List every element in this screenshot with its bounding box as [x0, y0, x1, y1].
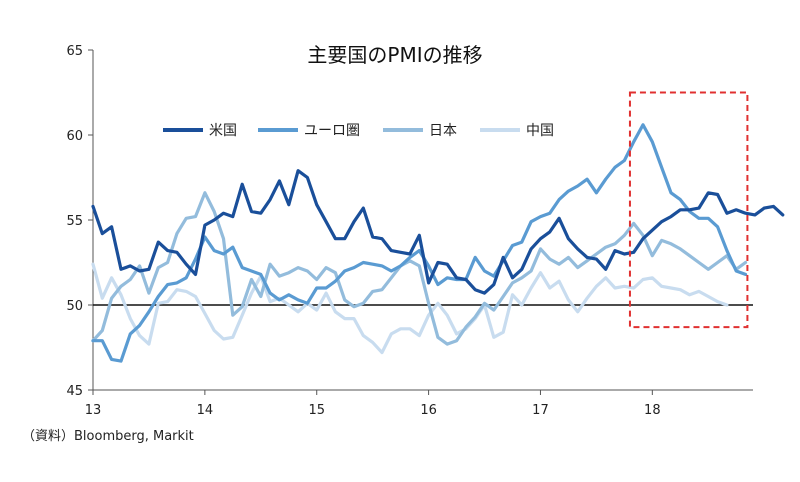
- x-tick-label: 14: [197, 403, 214, 418]
- series-line-2: [91, 191, 748, 346]
- x-tick-label: 17: [532, 403, 549, 418]
- y-tick-label: 60: [66, 129, 83, 144]
- series-line-3: [91, 262, 729, 355]
- x-tick-label: 13: [85, 403, 102, 418]
- legend-label-0: 米国: [209, 123, 237, 139]
- source-note: （資料）Bloomberg, Markit: [22, 429, 194, 444]
- legend-label-2: 日本: [429, 123, 457, 139]
- highlight-box: [628, 91, 749, 329]
- y-tick-label: 55: [66, 214, 83, 229]
- x-tick-label: 16: [420, 403, 437, 418]
- y-tick-label: 65: [66, 44, 83, 59]
- y-tick-label: 45: [66, 384, 83, 399]
- legend-label-3: 中国: [526, 123, 554, 139]
- pmi-line-chart: 主要国のPMIの推移 45 50 55 60 65 13 14 15 16 17 18 米国 ユーロ圏…: [66, 43, 785, 418]
- legend: 米国 ユーロ圏 日本 中国: [163, 123, 554, 139]
- chart-title: 主要国のPMIの推移: [307, 43, 482, 67]
- series-line-0: [91, 169, 785, 295]
- plot-area: 45 50 55 60 65 13 14 15 16 17 18: [66, 44, 785, 418]
- x-tick-label: 18: [644, 403, 661, 418]
- x-tick-label: 15: [308, 403, 325, 418]
- legend-label-1: ユーロ圏: [304, 123, 360, 139]
- y-tick-label: 50: [66, 299, 83, 314]
